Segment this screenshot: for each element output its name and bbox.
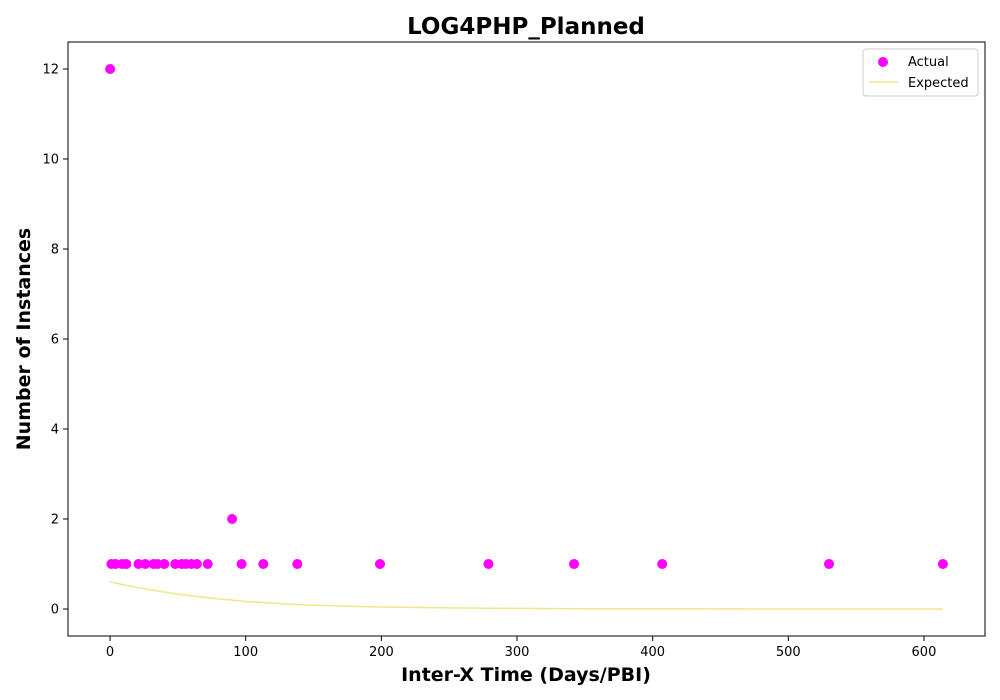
actual-point-25 [937,559,948,569]
actual-point-23 [657,559,668,569]
legend-marker-actual [878,57,888,67]
y-tick-label-2: 2 [51,513,59,528]
actual-point-9 [159,559,170,569]
actual-point-22 [569,559,579,569]
actual-point-19 [292,559,303,569]
actual-point-0 [105,64,116,74]
x-tick-label-500: 500 [776,645,801,660]
actual-point-15 [202,559,213,569]
x-axis: 0 100 200 300 400 500 600 [106,636,936,660]
x-axis-label: Inter-X Time (Days/PBI) [401,664,651,686]
x-tick-label-0: 0 [106,645,114,660]
legend-label-actual: Actual [908,55,949,70]
actual-point-18 [258,559,269,569]
y-tick-label-10: 10 [42,153,59,168]
x-tick-label-100: 100 [233,645,258,660]
x-tick-label-600: 600 [912,645,937,660]
y-axis-label: Number of Instances [13,228,35,450]
actual-point-14 [191,559,202,569]
y-tick-label-12: 12 [42,63,59,78]
actual-point-16 [227,514,238,524]
y-tick-label-4: 4 [51,423,59,438]
y-axis: 0 2 4 6 8 10 12 [42,63,68,618]
x-tick-label-300: 300 [505,645,530,660]
y-tick-label-0: 0 [51,603,59,618]
actual-point-17 [236,559,247,569]
actual-point-21 [483,559,494,569]
chart-title: LOG4PHP_Planned [407,14,645,40]
actual-point-4 [121,559,132,569]
legend-label-expected: Expected [908,76,969,91]
plot-area [105,64,948,610]
actual-point-6 [140,559,151,569]
y-tick-label-8: 8 [51,243,59,258]
legend-box [862,48,979,97]
expected-line [109,581,943,610]
actual-point-24 [824,559,834,569]
x-tick-label-400: 400 [640,645,665,660]
x-tick-label-200: 200 [369,645,394,660]
y-tick-label-6: 6 [51,333,59,348]
legend: Actual Expected [862,48,979,97]
actual-point-20 [375,559,385,569]
